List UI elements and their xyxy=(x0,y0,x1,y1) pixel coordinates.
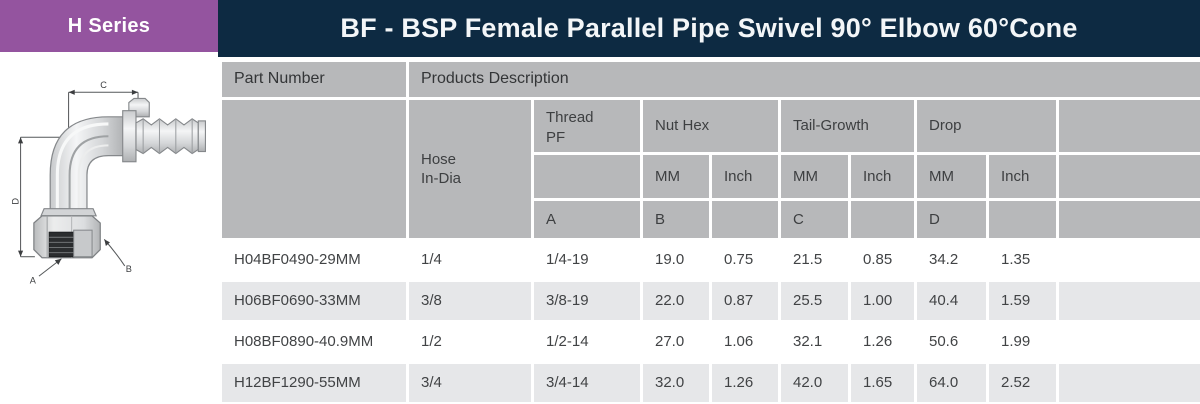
table-cell-nut-mm: 19.0 xyxy=(643,241,709,279)
col-header-part-number: Part Number xyxy=(222,62,406,97)
table-cell-part: H04BF0490-29MM xyxy=(222,241,406,279)
table-cell-drop-inch: 1.35 xyxy=(989,241,1056,279)
elbow-body xyxy=(49,116,126,217)
table-cell-thread: 1/2-14 xyxy=(534,323,640,361)
dim-label-d: D xyxy=(11,198,21,205)
table-cell-tail-inch: 1.00 xyxy=(851,282,914,320)
unit-header-nut-mm: MM xyxy=(643,155,709,198)
header-spacer-cell xyxy=(222,100,406,238)
table-cell-drop-mm: 64.0 xyxy=(917,364,986,402)
table-cell-nut-mm: 22.0 xyxy=(643,282,709,320)
table-cell-part: H08BF0890-40.9MM xyxy=(222,323,406,361)
table-cell-thread: 3/4-14 xyxy=(534,364,640,402)
table-cell-tail-mm: 21.5 xyxy=(781,241,848,279)
dim-letter-blank xyxy=(989,201,1056,238)
table-cell-nut-inch: 1.06 xyxy=(712,323,778,361)
table-cell-nut-mm: 27.0 xyxy=(643,323,709,361)
table-cell-drop-mm: 40.4 xyxy=(917,282,986,320)
table-cell-part: H06BF0690-33MM xyxy=(222,282,406,320)
dim-label-c: C xyxy=(100,80,107,90)
table-cell-drop-inch: 1.99 xyxy=(989,323,1056,361)
unit-header-blank-last xyxy=(1059,155,1200,198)
table-cell-thread: 3/8-19 xyxy=(534,282,640,320)
table-cell-thread: 1/4-19 xyxy=(534,241,640,279)
page-title-bar: BF - BSP Female Parallel Pipe Swivel 90°… xyxy=(218,0,1200,57)
col-header-hose-in-dia: Hose In-Dia xyxy=(409,100,531,238)
unit-header-drop-inch: Inch xyxy=(989,155,1056,198)
unit-header-nut-inch: Inch xyxy=(712,155,778,198)
dim-letter-blank xyxy=(712,201,778,238)
dim-letter-c: C xyxy=(781,201,848,238)
dim-letter-b: B xyxy=(643,201,709,238)
table-cell-blank xyxy=(1059,364,1200,402)
unit-header-tail-inch: Inch xyxy=(851,155,914,198)
hose-tail xyxy=(135,118,199,155)
table-cell-drop-mm: 34.2 xyxy=(917,241,986,279)
table-cell-blank xyxy=(1059,241,1200,279)
swivel-collar xyxy=(40,208,98,217)
unit-header-tail-mm: MM xyxy=(781,155,848,198)
table-cell-tail-mm: 42.0 xyxy=(781,364,848,402)
table-cell-hose: 1/2 xyxy=(409,323,531,361)
dim-label-b: B xyxy=(126,264,132,274)
table-cell-drop-mm: 50.6 xyxy=(917,323,986,361)
series-badge-label: H Series xyxy=(67,14,151,37)
table-cell-tail-inch: 1.65 xyxy=(851,364,914,402)
group-header-tail-growth: Tail-Growth xyxy=(781,100,914,152)
dim-letter-a: A xyxy=(534,201,640,238)
dim-letter-blank-last xyxy=(1059,201,1200,238)
col-header-thread-pf: Thread PF xyxy=(534,100,640,152)
table-cell-tail-mm: 32.1 xyxy=(781,323,848,361)
table-cell-hose: 3/4 xyxy=(409,364,531,402)
table-cell-nut-inch: 0.75 xyxy=(712,241,778,279)
dim-letter-blank xyxy=(851,201,914,238)
table-cell-nut-mm: 32.0 xyxy=(643,364,709,402)
tail-collar xyxy=(122,110,137,163)
spec-table: Part Number Products Description Hose In… xyxy=(222,62,1200,402)
table-cell-drop-inch: 2.52 xyxy=(989,364,1056,402)
page-title: BF - BSP Female Parallel Pipe Swivel 90°… xyxy=(340,13,1078,43)
table-cell-tail-inch: 1.26 xyxy=(851,323,914,361)
table-cell-nut-inch: 1.26 xyxy=(712,364,778,402)
group-header-blank xyxy=(1059,100,1200,152)
group-header-nut-hex: Nut Hex xyxy=(643,100,778,152)
unit-header-blank xyxy=(534,155,640,198)
table-cell-part: H12BF1290-55MM xyxy=(222,364,406,402)
group-header-drop: Drop xyxy=(917,100,1056,152)
table-cell-blank xyxy=(1059,323,1200,361)
dim-letter-d: D xyxy=(917,201,986,238)
fitting-diagram: C D xyxy=(11,80,206,285)
table-cell-hose: 1/4 xyxy=(409,241,531,279)
unit-header-drop-mm: MM xyxy=(917,155,986,198)
table-cell-tail-inch: 0.85 xyxy=(851,241,914,279)
col-header-products-description: Products Description xyxy=(409,62,1200,97)
table-cell-tail-mm: 25.5 xyxy=(781,282,848,320)
dim-label-a: A xyxy=(30,275,37,285)
table-cell-hose: 3/8 xyxy=(409,282,531,320)
table-cell-drop-inch: 1.59 xyxy=(989,282,1056,320)
series-badge: H Series xyxy=(0,0,218,52)
table-cell-blank xyxy=(1059,282,1200,320)
table-cell-nut-inch: 0.87 xyxy=(712,282,778,320)
